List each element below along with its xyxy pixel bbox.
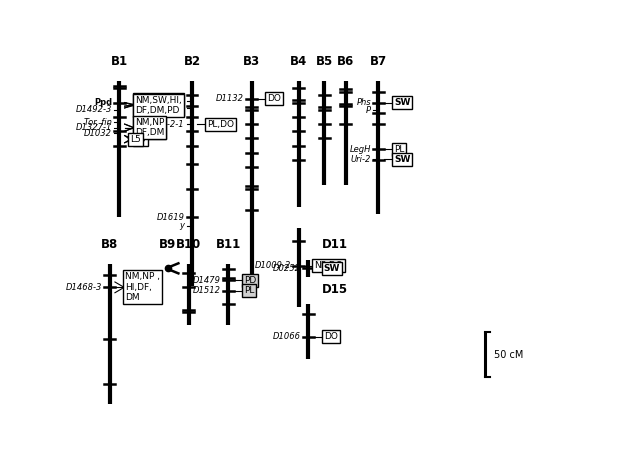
Text: B3: B3 xyxy=(243,55,260,69)
Text: B5: B5 xyxy=(316,55,332,69)
Text: B9: B9 xyxy=(159,239,176,252)
Text: D1026: D1026 xyxy=(157,103,185,112)
Text: Phs: Phs xyxy=(356,98,371,107)
Text: D11: D11 xyxy=(322,239,348,252)
Text: y: y xyxy=(180,221,185,230)
Text: B10: B10 xyxy=(176,239,201,252)
Text: B1: B1 xyxy=(111,55,128,69)
Text: P: P xyxy=(366,106,371,115)
Text: Uri-2: Uri-2 xyxy=(351,155,371,164)
Text: PL,DO: PL,DO xyxy=(208,120,234,129)
Text: DO: DO xyxy=(324,332,338,341)
Text: Ppd: Ppd xyxy=(94,98,112,107)
Text: D1066: D1066 xyxy=(273,332,301,341)
Text: B4: B4 xyxy=(290,55,307,69)
Text: 50 cM: 50 cM xyxy=(494,350,523,360)
Text: B2: B2 xyxy=(183,55,201,69)
Text: D1468-3: D1468-3 xyxy=(66,283,102,292)
Text: DO: DO xyxy=(267,95,281,103)
Text: SW: SW xyxy=(394,98,411,107)
Text: NM,SW,HI,
DF,DM,PD: NM,SW,HI, DF,DM,PD xyxy=(135,95,181,114)
Text: NM,NP ,
HI,DF,
DM: NM,NP , HI,DF, DM xyxy=(125,273,160,302)
Text: D1009-2: D1009-2 xyxy=(255,261,291,270)
Text: L5: L5 xyxy=(130,135,141,144)
Text: D1032: D1032 xyxy=(84,129,112,137)
Text: St: St xyxy=(176,96,185,105)
Text: B11: B11 xyxy=(216,239,241,252)
Text: Tor, fin: Tor, fin xyxy=(84,118,112,127)
Text: NM,NP
DF,DM: NM,NP DF,DM xyxy=(135,118,164,137)
Text: B7: B7 xyxy=(370,55,387,69)
Text: PL: PL xyxy=(394,145,404,154)
Text: D1132: D1132 xyxy=(216,95,244,103)
Text: D15: D15 xyxy=(322,283,348,296)
Text: PvPR-2-1: PvPR-2-1 xyxy=(147,120,185,129)
Text: D1492-3: D1492-3 xyxy=(76,105,112,114)
Text: NM,NP
DF,DM: NM,NP DF,DM xyxy=(135,118,164,137)
Text: PL: PL xyxy=(244,287,254,295)
Text: NM,SW,HI,
DF,DM,PD: NM,SW,HI, DF,DM,PD xyxy=(135,96,181,115)
Text: D1619: D1619 xyxy=(157,213,185,222)
Text: D1512: D1512 xyxy=(193,287,221,295)
Text: D0252: D0252 xyxy=(273,264,301,273)
Text: SW: SW xyxy=(394,155,411,164)
Text: B6: B6 xyxy=(337,55,354,69)
Text: L5: L5 xyxy=(135,135,146,144)
Text: SW: SW xyxy=(324,264,340,273)
Text: D1327-1: D1327-1 xyxy=(76,123,112,132)
Text: D1479: D1479 xyxy=(193,276,221,285)
Text: B8: B8 xyxy=(101,239,118,252)
Text: NP,DO: NP,DO xyxy=(314,261,342,270)
Text: PD: PD xyxy=(244,276,256,285)
Text: LegH: LegH xyxy=(350,145,371,154)
